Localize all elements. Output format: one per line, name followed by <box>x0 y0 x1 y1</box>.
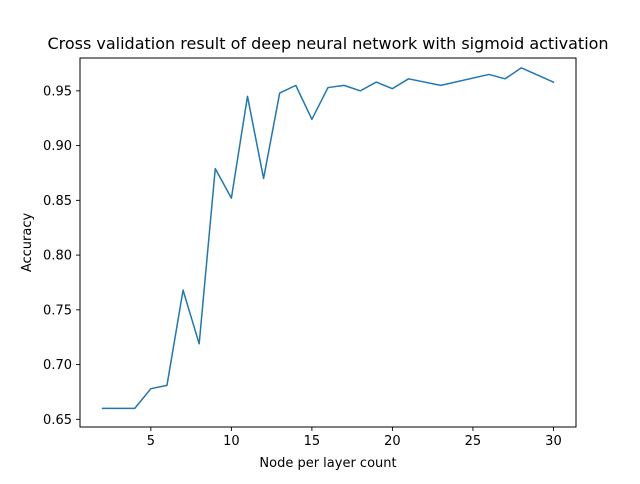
y-tick-label: 0.90 <box>43 139 72 154</box>
x-tick-label: 15 <box>304 434 321 449</box>
chart-title: Cross validation result of deep neural n… <box>47 34 608 53</box>
y-tick-label: 0.65 <box>43 413 72 428</box>
y-tick-label: 0.75 <box>43 303 72 318</box>
x-tick-label: 20 <box>384 434 401 449</box>
x-tick-label: 25 <box>465 434 482 449</box>
y-tick-label: 0.70 <box>43 358 72 373</box>
x-tick-label: 5 <box>147 434 155 449</box>
x-axis: 5 10 15 20 25 30 <box>147 427 562 449</box>
plot-area <box>79 57 577 428</box>
y-axis-label: Accuracy <box>20 213 35 273</box>
y-tick-label: 0.95 <box>43 84 72 99</box>
series-line-0 <box>101 67 555 410</box>
y-axis: 0.65 0.70 0.75 0.80 0.85 0.90 0.95 <box>43 84 80 428</box>
x-tick-label: 10 <box>223 434 240 449</box>
series-layer <box>101 67 555 410</box>
plot-frame <box>79 57 577 428</box>
y-tick-label: 0.85 <box>43 194 72 209</box>
y-tick-label: 0.80 <box>43 249 72 264</box>
x-tick-label: 30 <box>545 434 562 449</box>
x-axis-label: Node per layer count <box>259 456 396 471</box>
